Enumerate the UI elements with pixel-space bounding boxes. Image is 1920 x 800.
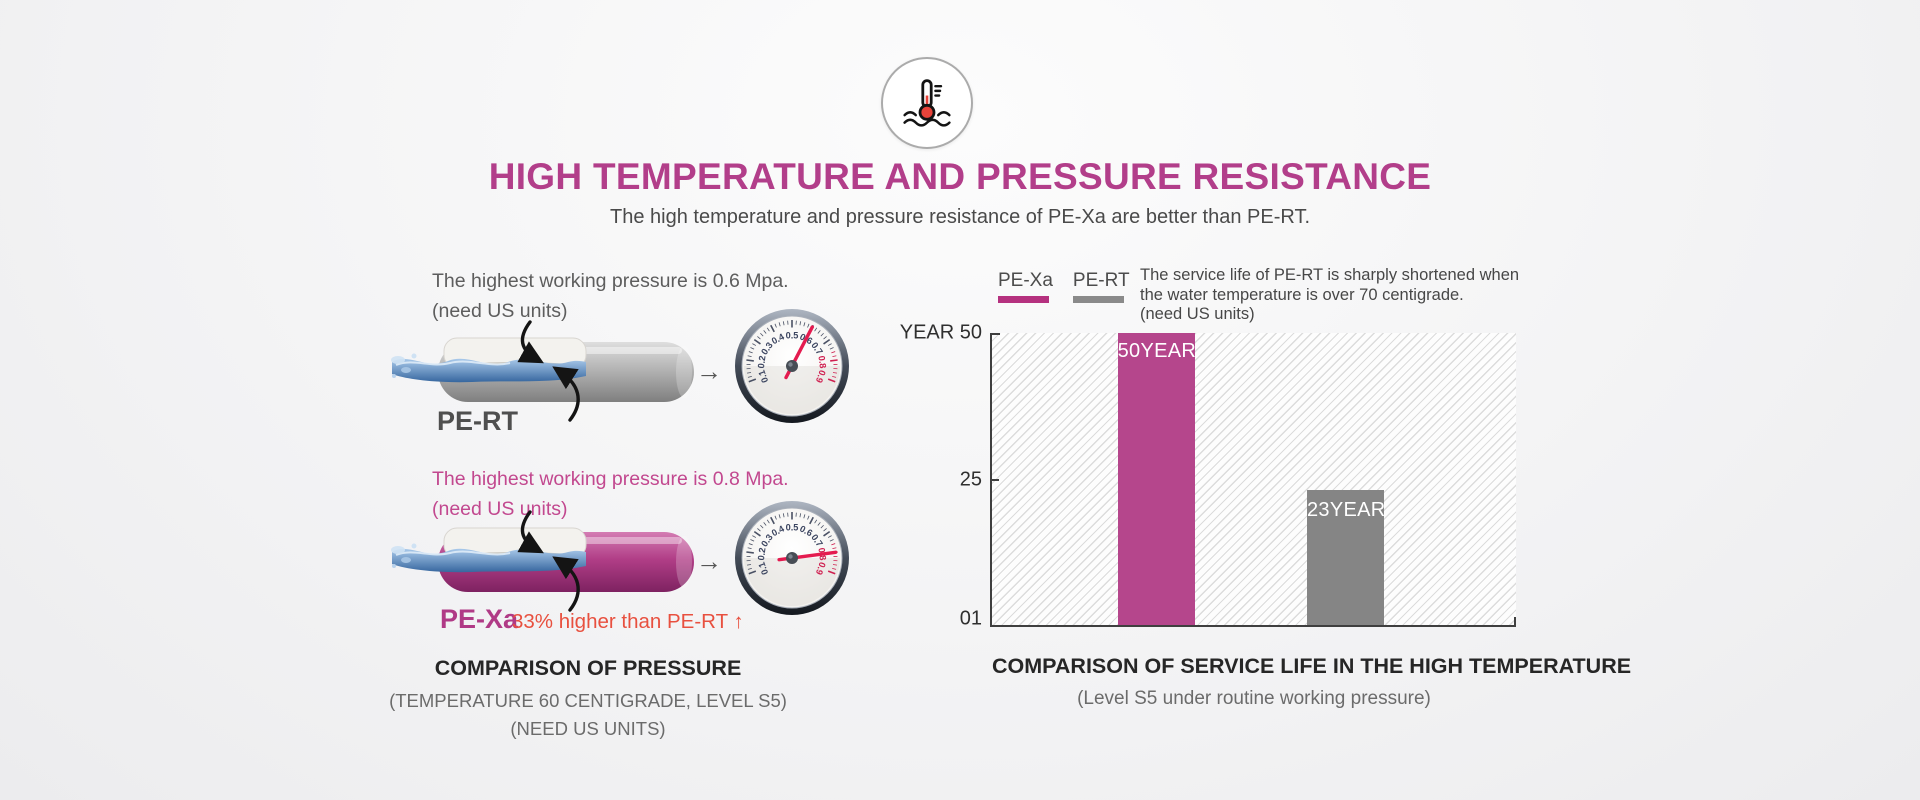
pert-units-text: (need US units) [432,300,568,322]
pressure-caption: COMPARISON OF PRESSURE [434,656,742,680]
pressure-gauge-pexa: 0.10.20.30.40.50.60.70.80.9 [735,501,849,615]
legend-swatch-pexa [998,296,1049,303]
pressure-gauge-pert: 0.10.20.30.40.50.60.70.80.9 [735,309,849,423]
legend-label: PE-RT [1072,270,1130,291]
pexa-pressure-text: The highest working pressure is 0.8 Mpa. [432,468,789,490]
page-subtitle: The high temperature and pressure resist… [610,206,1310,228]
arrow-to-water-icon [517,510,544,554]
legend-item-pert: PE-RT [1072,270,1130,303]
flow-arrow-icon: → [696,546,722,576]
svg-text:0.9: 0.9 [814,561,828,576]
svg-text:0.2: 0.2 [756,547,768,561]
service-life-bar-chart: 50YEAR 23YEAR YEAR 50 25 01 [900,322,1516,629]
flow-arrow-icon: → [696,356,722,386]
svg-text:0.5: 0.5 [786,331,799,341]
arrow-to-water-icon [552,556,580,612]
bar-PE-Xa: 50YEAR [1117,333,1197,625]
bar-value-label: 50YEAR [1117,340,1197,362]
pressure-subcaption-1: (TEMPERATURE 60 CENTIGRADE, LEVEL S5) [389,690,787,711]
chart-legend: PE-Xa PE-RT [998,270,1130,303]
pressure-subcaption-2: (NEED US UNITS) [510,718,666,739]
arrow-to-water-icon [552,366,580,422]
legend-label: PE-Xa [998,270,1053,291]
y-tick-label: YEAR 50 [899,321,982,344]
pert-pressure-text: The highest working pressure is 0.6 Mpa. [432,270,789,292]
pexa-advantage-note: 33% higher than PE-RT ↑ [512,610,744,633]
pexa-pipe-label: PE-Xa [440,604,519,634]
svg-text:0.9: 0.9 [814,369,828,384]
life-subcaption: (Level S5 under routine working pressure… [1077,688,1431,709]
legend-item-pexa: PE-Xa [998,270,1053,303]
pexa-pipe-illustration [391,510,694,612]
pert-pipe-label: PE-RT [437,406,518,436]
y-tick-label: 25 [959,468,982,491]
legend-swatch-pert [1072,296,1124,303]
annotation-line: (need US units) [1140,305,1255,323]
pexa-units-text: (need US units) [432,498,568,520]
svg-text:0.1: 0.1 [756,561,770,576]
axis-tick [1514,617,1516,625]
y-tick-label: 01 [959,607,982,630]
thermometer-badge [881,57,973,149]
svg-text:0.5: 0.5 [786,523,799,533]
chart-annotation: The service life of PE-RT is sharply sho… [1140,266,1519,325]
thermometer-water-icon [903,79,951,127]
chart-plot-area: 50YEAR 23YEAR [990,333,1516,627]
life-caption: COMPARISON OF SERVICE LIFE IN THE HIGH T… [992,654,1632,678]
bar-value-label: 23YEAR [1306,498,1386,521]
bar-PE-RT: 23YEAR [1306,489,1386,625]
svg-text:0.2: 0.2 [756,355,768,369]
axis-tick [992,333,1000,335]
annotation-line: The service life of PE-RT is sharply sho… [1140,266,1520,284]
arrow-to-water-icon [517,320,544,364]
pert-pipe-illustration [391,320,694,422]
axis-tick [992,479,999,481]
annotation-line: the water temperature is over 70 centigr… [1140,285,1464,304]
svg-text:0.1: 0.1 [756,369,770,384]
svg-text:0.8: 0.8 [816,355,828,369]
page-title: HIGH TEMPERATURE AND PRESSURE RESISTANCE [488,156,1432,197]
